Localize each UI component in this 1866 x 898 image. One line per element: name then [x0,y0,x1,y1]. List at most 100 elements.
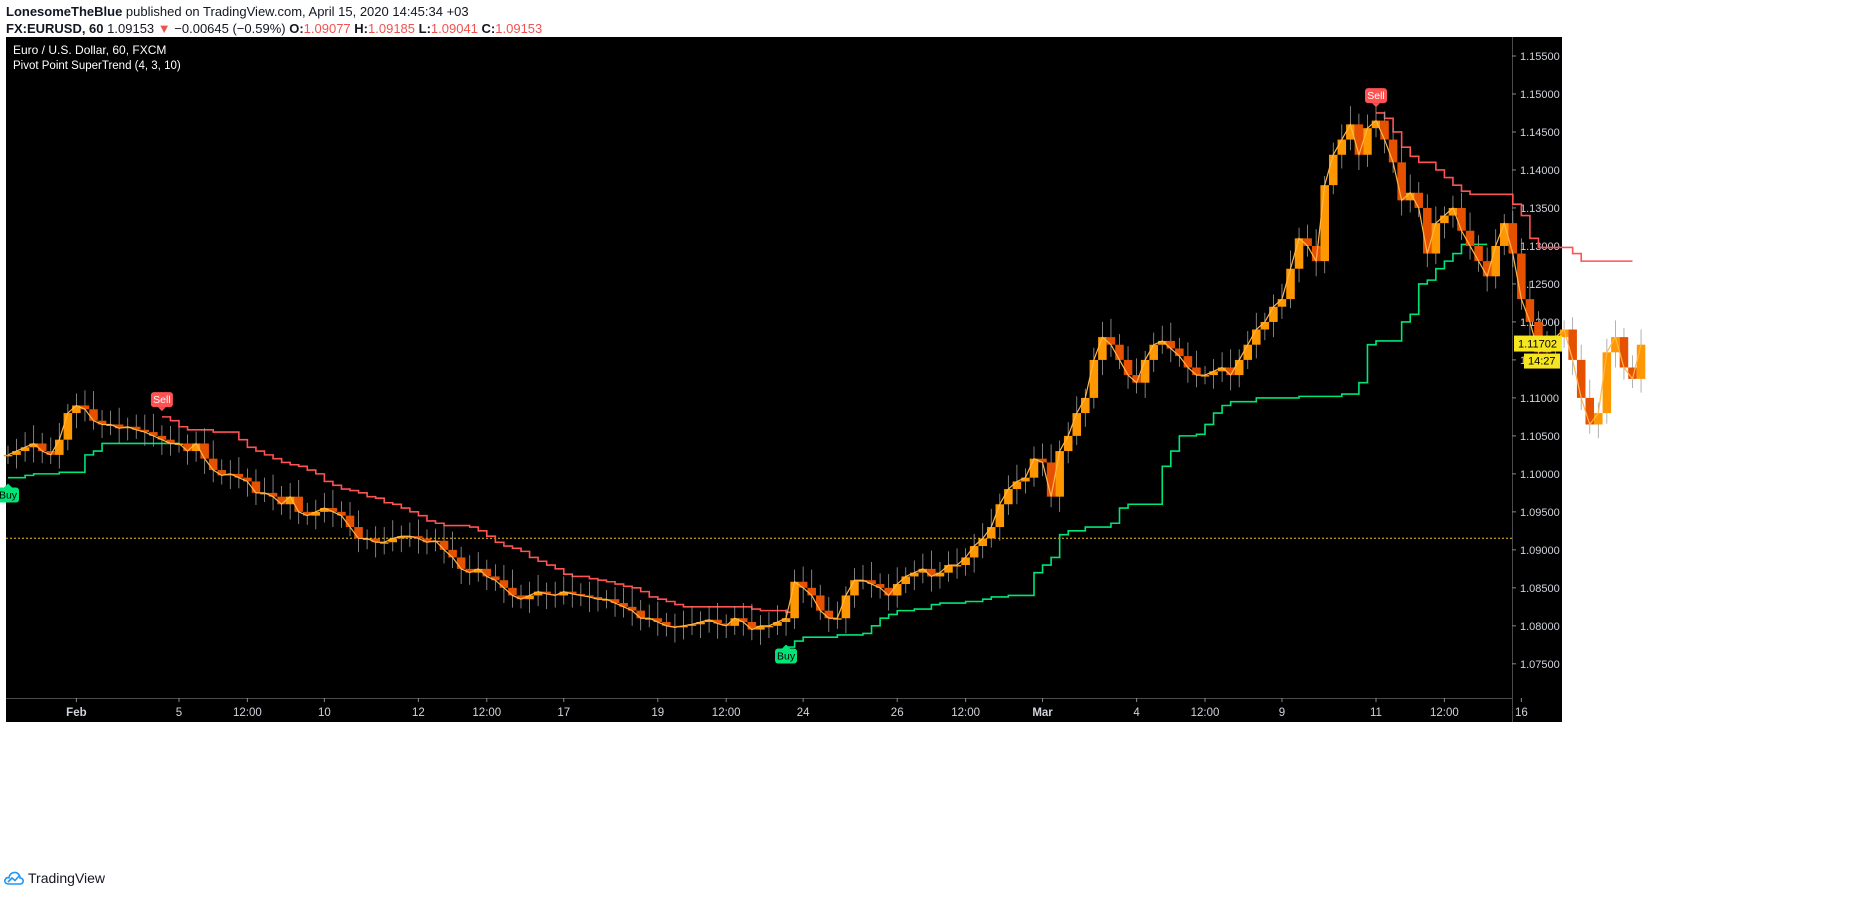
candle-body [397,536,406,539]
candle-body [653,618,663,623]
candle-body [1175,348,1184,357]
signal-box [775,648,798,664]
symbol-name: FX:EURUSD, 60 [6,21,104,36]
candle-body [1491,245,1500,277]
candle-body [516,595,526,600]
candle-body [1038,458,1047,463]
candle-body [1636,344,1646,379]
candle-body [1363,128,1372,155]
open-value: 1.09077 [303,21,351,36]
y-tick-label: 1.12500 [1520,279,1560,291]
candle-body [1525,299,1535,322]
candle-body [114,424,124,429]
candle-body [1474,245,1483,262]
candle-body [243,477,252,482]
candle-body [1123,359,1133,376]
candle-body [576,593,586,596]
signal-label: Buy [777,651,796,663]
candle-body [371,538,380,543]
candle-body [1346,124,1355,140]
signal-label: Buy [0,489,18,501]
candle-body [72,405,81,414]
candle-body [1089,359,1099,398]
candle-body [499,580,509,588]
candle-body [910,572,919,577]
candle-body [63,413,73,440]
candle-body [1269,306,1278,322]
candle-body [867,580,876,585]
candle-body [1499,223,1509,246]
chart-background [6,37,1512,722]
candle-body [995,504,1005,528]
candle-body [12,451,21,455]
signal-pointer [157,407,166,412]
candle-body [200,443,209,459]
y-tick-label: 1.15500 [1520,51,1560,63]
candle-body [533,591,543,596]
candle-body [978,538,987,547]
candle-body [773,622,782,626]
last-price-tag [1514,335,1562,352]
candle-body [1106,337,1116,345]
close-label: C: [481,21,496,36]
candle-body [234,473,244,478]
candle-body [1388,139,1398,163]
author-name[interactable]: LonesomeTheBlue [6,4,123,19]
candle-body [1277,299,1287,307]
candle-body [106,424,115,426]
candle-body [935,572,945,577]
candle-body [1354,124,1364,155]
signal-pointer [1372,103,1380,108]
candle-body [1029,458,1039,478]
tradingview-logo-icon [4,871,24,885]
candle-body [362,538,372,540]
candle-body [713,619,722,624]
candle-body [328,508,338,512]
candle-body [901,576,911,585]
candle-body [405,536,415,538]
down-arrow-icon: ▼ [157,21,171,36]
candle-body [687,624,697,626]
candle-body [1457,207,1466,231]
candle-body [1226,367,1235,376]
candle-body [525,595,534,600]
sell-signal: Sell [150,392,173,412]
signal-label: Sell [1367,90,1385,102]
publish-info: published on TradingView.com, April 15, … [125,4,469,19]
candle-body [961,557,970,566]
candle-body [824,610,834,619]
candle-body [1585,397,1595,425]
candle-body [1063,435,1073,452]
candle-body [37,443,47,452]
candle-body [602,599,611,601]
candle-body [1397,162,1406,201]
candle-body [217,470,227,476]
x-tick-label: 12:00 [1430,707,1459,719]
y-tick-label: 1.13500 [1520,203,1560,215]
signal-pointer [4,483,12,488]
candle-body [131,426,141,430]
candle-body [610,599,620,604]
candle-body [226,473,235,476]
candle-body [1055,451,1064,497]
x-tick-label: 24 [797,707,810,719]
price-change: −0.00645 (−0.59%) [174,21,286,36]
x-tick-label: 4 [1133,707,1140,719]
sell-signal: Sell [1365,88,1387,108]
candle-body [1328,154,1338,186]
candle-body [807,587,816,596]
candle-body [260,492,269,495]
candle-body [1405,192,1415,201]
candle-body [123,426,132,429]
tradingview-brand[interactable]: TradingView [28,870,106,886]
candle-body [1628,367,1637,379]
candle-body [1072,413,1082,436]
candle-body [1576,359,1586,398]
candle-body [542,591,551,594]
candle-body [311,511,321,516]
y-tick-label: 1.15000 [1520,89,1560,101]
x-tick-label: 9 [1279,707,1285,719]
countdown-tag-label: 14:27 [1528,356,1556,368]
candle-body [1380,120,1389,140]
